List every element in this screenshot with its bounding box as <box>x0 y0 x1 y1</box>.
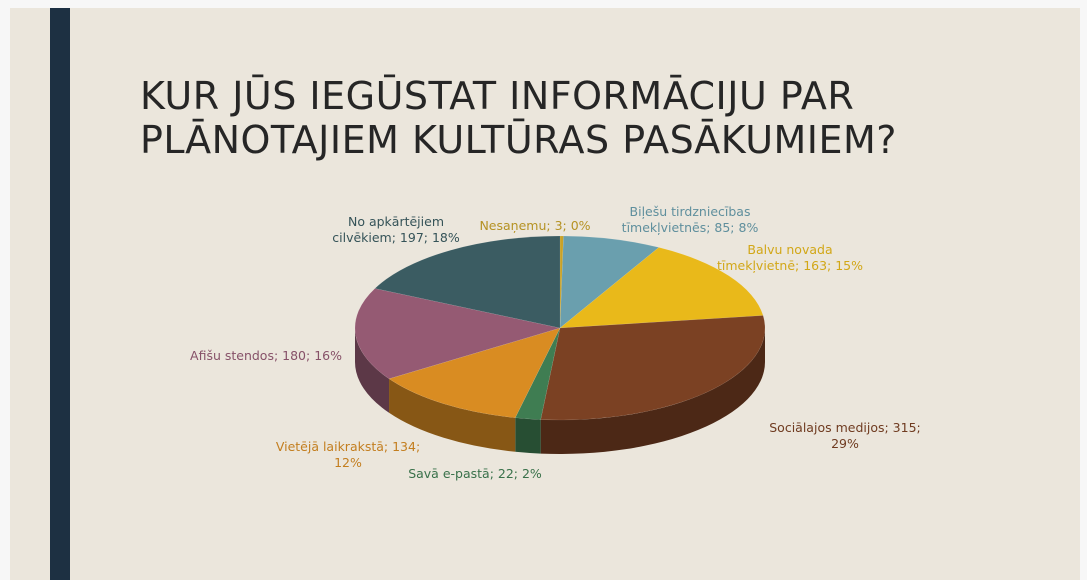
data-label: No apkārtējiem cilvēkiem; 197; 18% <box>332 214 460 245</box>
data-label: Sociālajos medijos; 315; 29% <box>769 420 921 451</box>
data-label: Nesaņemu; 3; 0% <box>479 218 591 233</box>
slice <box>559 235 564 329</box>
accent-bar <box>50 8 70 580</box>
slice <box>540 315 766 421</box>
slice <box>514 327 561 420</box>
slice-side <box>515 417 541 454</box>
slice-side <box>540 328 765 454</box>
data-label: Biļešu tirdzniecības tīmekļvietnēs; 85; … <box>621 204 759 235</box>
slice-side <box>389 378 516 452</box>
slice-side <box>355 328 390 413</box>
slide-title: KUR JŪS IEGŪSTAT INFORMĀCIJU PAR PLĀNOTA… <box>140 74 897 162</box>
data-label: Vietējā laikrakstā; 134; 12% <box>275 439 421 470</box>
slice <box>374 235 561 329</box>
slice <box>559 247 764 329</box>
data-label: Savā e-pastā; 22; 2% <box>408 466 542 481</box>
slice <box>354 288 561 380</box>
data-label: Afišu stendos; 180; 16% <box>190 348 342 363</box>
slice <box>559 235 660 329</box>
data-label: Balvu novada tīmekļvietnē; 163; 15% <box>716 242 864 273</box>
slice <box>388 327 561 419</box>
